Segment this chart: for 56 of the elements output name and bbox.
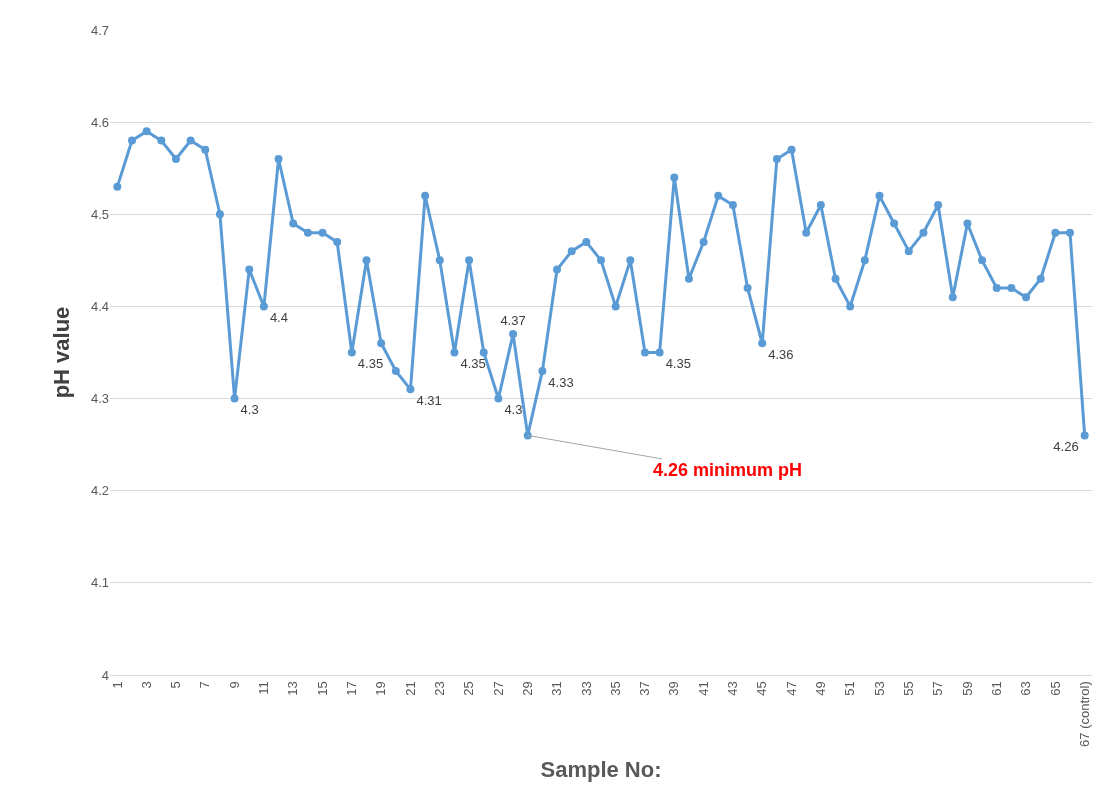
x-tick-label: 5: [168, 681, 184, 689]
data-label: 4.3: [240, 402, 259, 418]
data-label: 4.26: [1053, 439, 1079, 455]
data-label: 4.3: [504, 402, 523, 418]
x-tick-label: 39: [666, 681, 682, 696]
x-tick-label: 23: [432, 681, 448, 696]
x-tick-label: 47: [783, 681, 799, 696]
x-tick-label: 67 (control): [1076, 681, 1092, 747]
x-tick-label: 31: [549, 681, 565, 696]
data-label: 4.33: [548, 374, 574, 390]
x-tick-label: 53: [871, 681, 887, 696]
y-tick-label: 4: [101, 667, 109, 683]
x-tick-label: 57: [930, 681, 946, 696]
x-tick-label: 51: [842, 681, 858, 696]
x-tick-label: 21: [402, 681, 418, 696]
data-label: 4.35: [665, 356, 691, 372]
x-tick-label: 59: [959, 681, 975, 696]
x-tick-label: 17: [344, 681, 360, 696]
y-tick-label: 4.4: [90, 298, 109, 314]
y-tick-label: 4.6: [90, 114, 109, 130]
x-tick-label: 55: [901, 681, 917, 696]
data-label: 4.35: [460, 356, 486, 372]
y-tick-label: 4.1: [90, 575, 109, 591]
x-tick-label: 65: [1047, 681, 1063, 696]
x-tick-label: 9: [226, 681, 242, 689]
annotation: 4.26 minimum pH: [653, 460, 803, 480]
x-tick-label: 25: [461, 681, 477, 696]
x-tick-label: 37: [637, 681, 653, 696]
data-label: 4.4: [269, 310, 288, 326]
data-label: 4.35: [357, 356, 384, 372]
y-tick-label: 4.5: [90, 206, 109, 222]
y-tick-label: 4.2: [90, 483, 109, 499]
x-tick-label: 49: [813, 681, 829, 696]
x-tick-label: 1: [109, 681, 125, 689]
x-tick-label: 33: [578, 681, 594, 696]
x-tick-label: 35: [607, 681, 623, 696]
x-axis-title: Sample No:: [540, 756, 662, 782]
x-tick-label: 29: [519, 681, 535, 696]
data-label: 4.37: [500, 312, 526, 328]
x-tick-label: 7: [197, 681, 213, 689]
x-tick-label: 43: [725, 681, 741, 696]
x-tick-label: 11: [256, 681, 272, 695]
x-tick-label: 45: [754, 681, 770, 696]
x-tick-label: 41: [695, 681, 711, 696]
y-axis-title: pH value: [48, 306, 74, 399]
y-tick-label: 4.3: [90, 391, 109, 407]
x-tick-label: 61: [988, 681, 1004, 696]
x-tick-label: 15: [314, 681, 330, 696]
x-tick-label: 63: [1018, 681, 1034, 696]
x-tick-label: 3: [138, 681, 154, 689]
x-tick-label: 27: [490, 681, 506, 696]
x-tick-label: 19: [373, 681, 389, 696]
data-label: 4.36: [768, 347, 794, 363]
y-tick-label: 4.7: [90, 22, 109, 38]
data-label: 4.31: [416, 393, 442, 409]
x-tick-label: 13: [285, 681, 301, 696]
